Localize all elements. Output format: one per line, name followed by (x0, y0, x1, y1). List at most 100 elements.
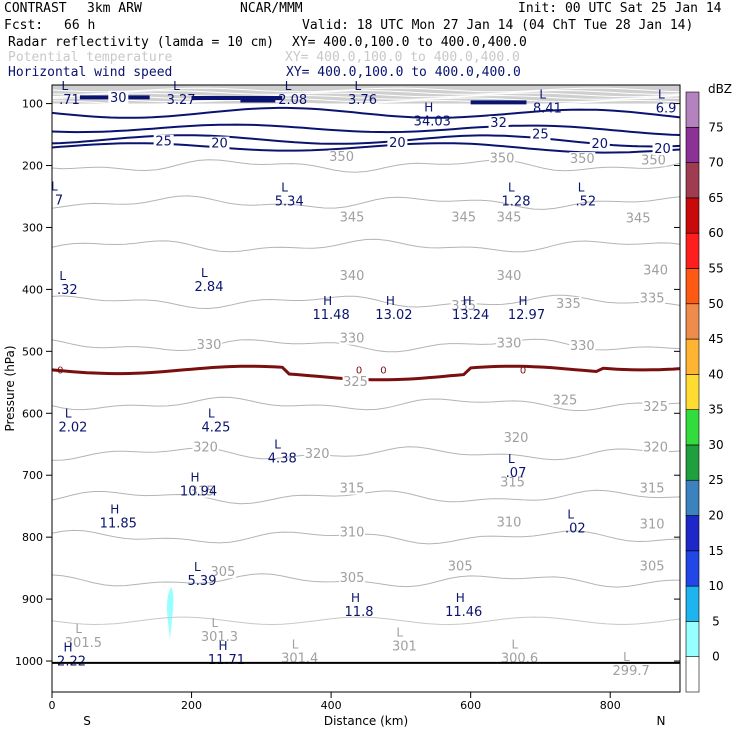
colorbar-level-label: 55 (708, 261, 723, 275)
x-tick-label: 600 (460, 699, 481, 712)
theta-label: 330 (340, 332, 365, 347)
colorbar-swatch (685, 162, 700, 199)
wind-label: 20 (389, 136, 406, 151)
extremum-type-label: L (355, 79, 362, 93)
extremum-type-label: L (201, 266, 208, 280)
wind-label-bg (108, 90, 129, 104)
theta-contour-345 (51, 195, 681, 210)
theta-label: 325 (343, 375, 368, 390)
theta-label-bg (339, 481, 366, 495)
theta-label-bg (447, 559, 474, 573)
y-tick-label: 1000 (15, 655, 43, 668)
colorbar-swatch (685, 126, 700, 163)
theta-label-bg (625, 211, 652, 225)
theta-label-bg (639, 481, 666, 495)
y-tick-label: 600 (22, 407, 43, 420)
header-project: CONTRAST (4, 1, 67, 16)
theta-label: 350 (641, 153, 666, 168)
field-reflectivity-xy: XY= 400.0,100.0 to 400.0,400.0 (292, 35, 527, 50)
theta-label: 320 (305, 447, 330, 462)
extremum-type-label: L (61, 79, 68, 93)
y-tick-label: 200 (22, 160, 43, 173)
field-wind-name: Horizontal wind speed (8, 65, 173, 80)
colorbar-level-label: 10 (708, 579, 723, 593)
extremum-type-label: L (578, 181, 585, 195)
zero-line-label: 0 (380, 366, 386, 377)
theta-contours (51, 159, 681, 626)
colorbar-swatch (685, 444, 700, 481)
extremum-value-label: 4.38 (268, 452, 297, 467)
colorbar-swatch (685, 515, 700, 552)
wind-label: 25 (155, 135, 172, 150)
wind-label-bg (387, 135, 408, 149)
theta-label: 310 (640, 518, 665, 533)
extremum-type-label: H (386, 294, 395, 308)
colorbar-level-label: 45 (708, 332, 723, 346)
extremum-value-label: 11.71 (208, 653, 245, 668)
theta-label-bg (640, 153, 667, 167)
extremum-value-label: 2.08 (278, 93, 307, 108)
theta-label: 345 (497, 210, 522, 225)
upper-theta-contour (51, 99, 681, 105)
theta-label: 335 (451, 299, 476, 314)
theta-label: 305 (211, 565, 236, 580)
wind-label-bg (209, 136, 230, 150)
extremum-type-label: H (110, 503, 119, 517)
colorbar-unit-label: dBZ (708, 82, 732, 96)
theta-label: 350 (490, 151, 515, 166)
extremum-type-label: L (508, 181, 515, 195)
colorbar-level-label: 25 (708, 473, 723, 487)
x-tick-label: 400 (321, 699, 342, 712)
extremum-value-label: 13.02 (375, 308, 412, 323)
extremum-value-label: 301 (392, 639, 417, 654)
colorbar-swatch (685, 197, 700, 234)
field-wind-xy: XY= 400.0,100.0 to 400.0,400.0 (286, 65, 521, 80)
colorbar-level-label: 20 (708, 509, 723, 523)
extremum-value-label: 301.5 (65, 636, 102, 651)
theta-label: 345 (451, 210, 476, 225)
theta-label: 345 (340, 210, 365, 225)
extremum-type-label: L (51, 179, 58, 193)
wind-label-bg (488, 116, 509, 130)
colorbar-swatch (685, 409, 700, 446)
theta-contour-300 (51, 616, 681, 626)
colorbar-level-label: 0 (712, 650, 720, 664)
field-theta-xy: XY= 400.0,100.0 to 400.0,400.0 (285, 50, 520, 65)
header-model: 3km ARW (87, 1, 142, 16)
theta-label-bg (304, 446, 331, 460)
extremum-type-label: L (208, 407, 215, 421)
plot-labels: 0 0 0 0 350 350 350 350 345 345 345 345 340 340 340 335… (51, 79, 676, 679)
colorbar-swatch (685, 268, 700, 305)
theta-label: 340 (643, 264, 668, 279)
extremum-value-label: 4.25 (202, 421, 231, 436)
zero-line-label: 0 (520, 366, 526, 377)
extremum-type-label: H (323, 294, 332, 308)
upper-theta-contour (51, 87, 681, 93)
wind-label-bg (153, 134, 174, 148)
extremum-type-label: H (424, 101, 433, 115)
wind-label: 25 (532, 127, 549, 142)
colorbar-swatch (685, 232, 700, 269)
wind-label: 20 (211, 137, 228, 152)
theta-label: 335 (556, 297, 581, 312)
theta-contour-350 (51, 159, 681, 173)
y-tick-label: 700 (22, 469, 43, 482)
extremum-value-label: 8.41 (533, 102, 562, 117)
theta-contour-305 (51, 573, 681, 588)
extremum-value-label: 301.4 (281, 652, 318, 667)
header-center: NCAR/MMM (240, 1, 303, 16)
y-tick-label: 800 (22, 531, 43, 544)
extremum-type-label: L (65, 407, 72, 421)
extremum-value-label: .02 (565, 522, 586, 537)
colorbar-level-label: 35 (708, 403, 723, 417)
theta-label: 305 (448, 560, 473, 575)
theta-label-bg (639, 517, 666, 531)
theta-label: 305 (640, 560, 665, 575)
theta-label-bg (209, 565, 236, 579)
theta-label: 315 (500, 475, 525, 490)
colorbar-level-label: 65 (708, 191, 723, 205)
extremum-type-label: H (456, 591, 465, 605)
theta-contour-325 (51, 396, 681, 412)
theta-contour-315 (51, 489, 681, 505)
